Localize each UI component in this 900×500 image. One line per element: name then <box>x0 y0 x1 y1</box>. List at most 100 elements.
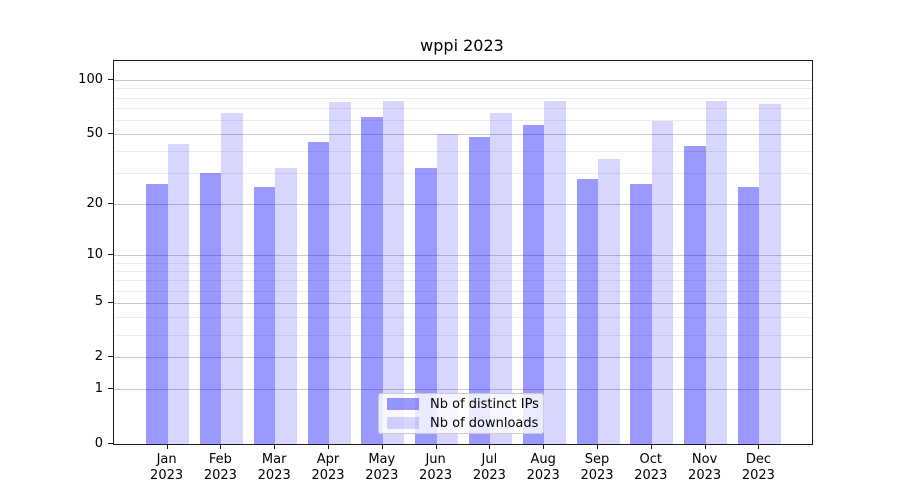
x-tick-mark <box>489 444 491 449</box>
major-gridline <box>114 204 812 205</box>
bar-downloads-apr <box>329 101 351 444</box>
y-tick-label: 10 <box>86 246 103 262</box>
legend-row-distinct-ips: Nb of distinct IPs <box>387 398 539 411</box>
x-tick-year: 2023 <box>526 468 560 483</box>
x-tick-label: Nov 2023 <box>670 452 740 484</box>
x-tick-mark <box>704 444 706 449</box>
x-tick-month: May <box>368 452 396 467</box>
legend-label-distinct-ips: Nb of distinct IPs <box>430 396 539 412</box>
x-tick-year: 2023 <box>365 468 399 483</box>
bar-downloads-dec <box>759 103 781 444</box>
x-tick-mark <box>328 444 329 449</box>
x-tick-label: Apr 2023 <box>293 452 363 484</box>
bar-distinct-ips-jun <box>415 168 437 444</box>
x-tick-mark <box>758 444 760 449</box>
x-tick-year: 2023 <box>311 468 345 483</box>
x-tick-year: 2023 <box>580 468 614 483</box>
x-tick-year: 2023 <box>419 468 453 483</box>
minor-gridline <box>114 290 812 292</box>
x-tick-month: Jun <box>425 452 446 467</box>
y-tick-label: 100 <box>78 71 103 87</box>
x-tick-mark <box>220 444 222 449</box>
x-tick-month: Apr <box>316 452 340 467</box>
minor-gridline <box>114 97 812 99</box>
major-gridline <box>114 357 812 359</box>
legend-swatch-downloads <box>387 417 419 429</box>
x-tick-mark <box>597 444 598 449</box>
chart-title: wppi 2023 <box>420 36 504 55</box>
y-tick-label: 50 <box>86 125 103 141</box>
x-tick-year: 2023 <box>150 468 184 483</box>
bar-downloads-feb <box>221 112 243 444</box>
y-tick-mark <box>108 301 113 303</box>
x-tick-label: Mar 2023 <box>239 452 309 484</box>
y-tick-mark <box>108 443 113 444</box>
bar-distinct-ips-may <box>361 117 383 444</box>
x-tick-month: Dec <box>745 452 771 467</box>
x-tick-month: Nov <box>691 452 718 467</box>
y-tick-mark <box>108 254 113 255</box>
bar-downloads-oct <box>651 121 674 444</box>
y-tick-label: 20 <box>86 195 103 211</box>
x-tick-month: Feb <box>208 452 232 467</box>
y-tick-label: 2 <box>94 348 103 364</box>
legend-label-downloads: Nb of downloads <box>430 415 539 431</box>
minor-gridline <box>114 120 812 121</box>
y-tick-mark <box>108 388 113 390</box>
x-tick-month: Jul <box>481 452 498 467</box>
x-tick-mark <box>435 444 437 449</box>
major-gridline <box>114 389 812 391</box>
bar-distinct-ips-aug <box>522 125 545 444</box>
y-tick-mark <box>108 79 113 81</box>
minor-gridline <box>114 317 812 319</box>
y-tick-mark <box>108 203 113 204</box>
bar-downloads-aug <box>544 100 566 444</box>
x-tick-label: Jul 2023 <box>454 452 524 484</box>
bar-distinct-ips-sep <box>576 178 598 444</box>
plot-area <box>113 60 813 445</box>
x-tick-year: 2023 <box>257 468 291 483</box>
bar-downloads-jun <box>436 134 459 444</box>
minor-gridline <box>114 88 812 90</box>
x-tick-label: May 2023 <box>347 452 417 484</box>
x-tick-year: 2023 <box>203 468 237 483</box>
x-tick-label: Jun 2023 <box>401 452 471 484</box>
legend-row-downloads: Nb of downloads <box>387 415 539 431</box>
x-tick-label: Dec 2023 <box>723 452 793 484</box>
x-tick-month: Mar <box>261 452 287 467</box>
x-tick-year: 2023 <box>634 468 668 483</box>
x-tick-label: Jan 2023 <box>132 452 202 484</box>
minor-gridline <box>114 334 812 336</box>
bar-downloads-may <box>382 100 405 444</box>
legend-swatch-distinct-ips <box>387 398 419 410</box>
minor-gridline <box>114 108 812 109</box>
x-tick-mark <box>650 444 652 449</box>
x-tick-mark <box>381 444 383 449</box>
x-tick-mark <box>166 444 168 449</box>
bar-downloads-sep <box>598 159 620 444</box>
bar-distinct-ips-apr <box>307 142 329 444</box>
x-tick-year: 2023 <box>688 468 722 483</box>
y-tick-mark <box>108 133 113 135</box>
legend: Nb of distinct IPs Nb of downloads <box>378 393 544 434</box>
x-tick-year: 2023 <box>472 468 506 483</box>
y-tick-label: 0 <box>94 435 103 451</box>
minor-gridline <box>114 173 812 175</box>
x-tick-month: Oct <box>639 452 663 467</box>
major-gridline <box>114 302 812 304</box>
y-tick-mark <box>108 356 113 358</box>
x-tick-mark <box>543 444 545 449</box>
x-tick-year: 2023 <box>741 468 775 483</box>
bar-distinct-ips-feb <box>199 173 222 444</box>
x-tick-mark <box>274 444 276 449</box>
bar-distinct-ips-nov <box>684 145 706 444</box>
major-gridline <box>114 255 812 256</box>
major-gridline <box>114 134 812 136</box>
minor-gridline <box>114 262 812 264</box>
bar-downloads-nov <box>705 100 728 444</box>
x-tick-label: Feb 2023 <box>185 452 255 484</box>
bar-distinct-ips-mar <box>253 187 276 444</box>
x-tick-label: Aug 2023 <box>508 452 578 484</box>
bar-distinct-ips-dec <box>737 187 760 444</box>
